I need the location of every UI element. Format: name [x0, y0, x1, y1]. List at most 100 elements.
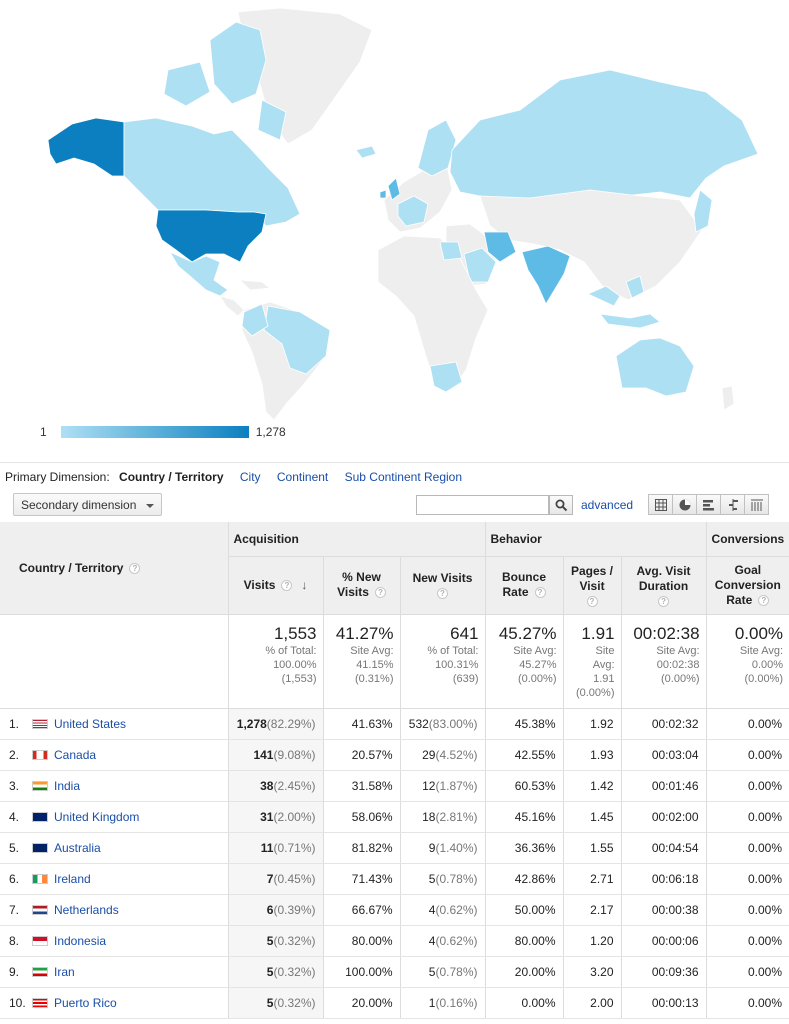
- header-bounce-rate[interactable]: Bounce Rate?: [485, 556, 564, 615]
- table-row[interactable]: 1. United States 1,278(82.29%) 41.63% 532(83…: [0, 708, 789, 740]
- region-southeast-asia[interactable]: [587, 275, 661, 329]
- region-colombia[interactable]: [241, 303, 269, 337]
- region-canada-arctic[interactable]: [163, 21, 287, 141]
- table-row[interactable]: 9. Iran 5(0.32%) 100.00% 5(0.78%) 20.00% 3.20 0…: [0, 956, 789, 988]
- region-japan[interactable]: [693, 189, 713, 233]
- total-visits-value: 1,553: [273, 623, 317, 643]
- region-egypt[interactable]: [439, 241, 463, 261]
- legend-gradient: [60, 426, 249, 438]
- goal-conversion-cell: 0.00%: [706, 987, 789, 1019]
- header-visits[interactable]: Visits? ↓: [228, 556, 324, 615]
- new-visits-cell: 9(1.40%): [400, 832, 486, 864]
- total-visits-note: (1,553): [281, 672, 317, 685]
- view-pivot-button[interactable]: [744, 494, 769, 515]
- region-iceland[interactable]: [355, 145, 377, 159]
- world-map[interactable]: 1 1,278: [0, 0, 789, 462]
- help-icon[interactable]: ?: [374, 587, 386, 599]
- total-duration-value: 00:02:38: [633, 623, 700, 643]
- avg-duration-cell: 00:02:32: [621, 708, 707, 740]
- region-brazil[interactable]: [263, 305, 331, 375]
- country-link[interactable]: Puerto Rico: [54, 995, 117, 1010]
- row-number: 6.: [9, 871, 20, 886]
- help-icon[interactable]: ?: [534, 587, 546, 599]
- header-pages-per-visit[interactable]: Pages / Visit?: [563, 556, 622, 615]
- header-new-visits[interactable]: New Visits?: [400, 556, 486, 615]
- advanced-search-link[interactable]: advanced: [581, 498, 634, 512]
- pivot-icon: [751, 499, 763, 511]
- region-canada[interactable]: [123, 117, 301, 227]
- country-link[interactable]: Iran: [54, 964, 75, 979]
- table-row[interactable]: 3. India 38(2.45%) 31.58% 12(1.87%) 60.53% 1.4…: [0, 770, 789, 802]
- help-icon[interactable]: ?: [658, 595, 670, 607]
- table-row[interactable]: 2. Canada 141(9.08%) 20.57% 29(4.52%) 42.55% 1…: [0, 739, 789, 771]
- country-link[interactable]: Netherlands: [54, 902, 119, 917]
- help-icon[interactable]: ?: [437, 588, 448, 599]
- secondary-dimension-dropdown[interactable]: Secondary dimension: [13, 493, 162, 516]
- table-row[interactable]: 7. Netherlands 6(0.39%) 66.67% 4(0.62%) 50.00…: [0, 894, 789, 926]
- pages-per-visit-cell: 3.20: [563, 956, 622, 988]
- total-goal-note: (0.00%): [744, 672, 784, 685]
- region-alaska[interactable]: [47, 117, 125, 177]
- header-goal-conversion-rate[interactable]: Goal Conversion Rate?: [706, 556, 789, 615]
- region-south-africa[interactable]: [429, 361, 463, 393]
- total-duration-note: (0.00%): [661, 672, 700, 685]
- dimension-country[interactable]: Country / Territory: [119, 470, 224, 484]
- header-new-visits-pct[interactable]: % New Visits?: [323, 556, 401, 615]
- view-performance-button[interactable]: [696, 494, 721, 515]
- view-pie-button[interactable]: [672, 494, 697, 515]
- help-icon[interactable]: ?: [281, 579, 293, 591]
- region-united-states[interactable]: [155, 209, 267, 263]
- region-australia[interactable]: [615, 337, 695, 397]
- sort-descending-icon[interactable]: ↓: [301, 577, 308, 592]
- dimension-sub-continent[interactable]: Sub Continent Region: [344, 470, 463, 484]
- total-bounce-note: (0.00%): [517, 672, 557, 685]
- total-new-pct-note: (0.31%): [354, 672, 394, 685]
- header-country[interactable]: Country / Territory?: [0, 522, 229, 615]
- table-row[interactable]: 10. Puerto Rico 5(0.32%) 20.00% 1(0.16%) 0.00…: [0, 987, 789, 1019]
- country-link[interactable]: India: [54, 778, 81, 793]
- country-link[interactable]: Australia: [54, 840, 101, 855]
- world-map-svg[interactable]: [0, 0, 789, 462]
- help-icon[interactable]: ?: [586, 595, 598, 607]
- avg-duration-cell: 00:06:18: [621, 863, 707, 895]
- dimension-continent[interactable]: Continent: [276, 470, 329, 484]
- header-avg-visit-duration[interactable]: Avg. Visit Duration?: [621, 556, 707, 615]
- country-link[interactable]: Canada: [54, 747, 97, 762]
- region-new-zealand[interactable]: [721, 385, 735, 411]
- help-icon[interactable]: ?: [129, 563, 141, 575]
- region-western-europe[interactable]: [397, 195, 429, 227]
- table-row[interactable]: 5. Australia 11(0.71%) 81.82% 9(1.40%) 36.36%…: [0, 832, 789, 864]
- help-icon[interactable]: ?: [758, 594, 770, 606]
- search-button[interactable]: [549, 495, 573, 515]
- new-visits-cell: 4(0.62%): [400, 894, 486, 926]
- region-united-kingdom[interactable]: [379, 177, 401, 201]
- new-visits-pct-cell: 81.82%: [323, 832, 401, 864]
- region-central-america[interactable]: [219, 279, 272, 317]
- total-new-visits-note: (639): [452, 672, 479, 685]
- header-country-label: Country / Territory: [19, 560, 124, 575]
- total-pages-per-visit: 1.91 Site Avg: 1.91 (0.00%): [563, 614, 622, 709]
- country-link[interactable]: Ireland: [54, 871, 91, 886]
- new-visits-percent: (0.62%): [435, 902, 478, 917]
- search-input[interactable]: [416, 495, 549, 515]
- table-row[interactable]: 8. Indonesia 5(0.32%) 80.00% 4(0.62%) 80.00% 1…: [0, 925, 789, 957]
- primary-dimension-label: Primary Dimension:: [5, 470, 110, 484]
- region-russia[interactable]: [449, 69, 759, 201]
- region-scandinavia[interactable]: [417, 119, 457, 177]
- view-table-button[interactable]: [648, 494, 673, 515]
- country-link[interactable]: United States: [54, 716, 127, 731]
- total-new-visits-pct: 41.27% Site Avg: 41.15% (0.31%): [323, 614, 401, 709]
- table-row[interactable]: 6. Ireland 7(0.45%) 71.43% 5(0.78%) 42.86% 2.7…: [0, 863, 789, 895]
- region-india[interactable]: [521, 245, 571, 305]
- region-iran[interactable]: [483, 231, 517, 263]
- country-link[interactable]: United Kingdom: [54, 809, 140, 824]
- country-link[interactable]: Indonesia: [54, 933, 107, 948]
- region-mexico[interactable]: [169, 251, 229, 297]
- dimension-city[interactable]: City: [239, 470, 261, 484]
- visits-percent: (2.45%): [273, 778, 316, 793]
- table-row[interactable]: 4. United Kingdom 31(2.00%) 58.06% 18(2.81%)…: [0, 801, 789, 833]
- pie-chart-icon: [679, 499, 691, 511]
- view-comparison-button[interactable]: [720, 494, 745, 515]
- total-bounce-note: 45.27%: [519, 658, 557, 671]
- header-new-visits-pct-label: % New Visits: [337, 570, 381, 599]
